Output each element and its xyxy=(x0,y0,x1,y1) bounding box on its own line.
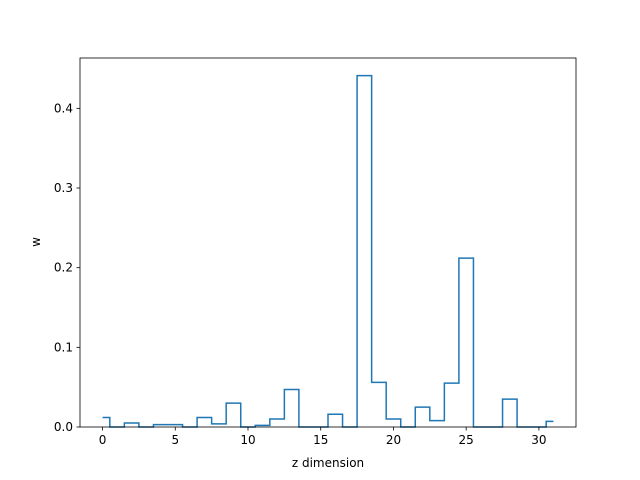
y-tick-label: 0.4 xyxy=(54,101,73,115)
y-axis-ticks: 0.0 0.1 0.2 0.3 0.4 xyxy=(54,101,80,434)
x-tick-label: 10 xyxy=(240,433,255,447)
y-axis-label: w xyxy=(29,237,43,247)
x-tick-label: 20 xyxy=(386,433,401,447)
x-tick-label: 15 xyxy=(313,433,328,447)
x-tick-label: 25 xyxy=(459,433,474,447)
y-tick-label: 0.3 xyxy=(54,181,73,195)
series-step-line xyxy=(102,74,554,428)
y-tick-label: 0.2 xyxy=(54,261,73,275)
y-tick-label: 0.1 xyxy=(54,340,73,354)
x-tick-label: 5 xyxy=(171,433,179,447)
x-axis-label: z dimension xyxy=(292,456,364,470)
y-tick-label: 0.0 xyxy=(54,420,73,434)
x-tick-label: 0 xyxy=(99,433,107,447)
plot-area xyxy=(80,58,576,427)
x-axis-ticks: 0 5 10 15 20 25 30 xyxy=(99,427,547,447)
x-tick-label: 30 xyxy=(531,433,546,447)
plot-frame xyxy=(79,57,577,428)
